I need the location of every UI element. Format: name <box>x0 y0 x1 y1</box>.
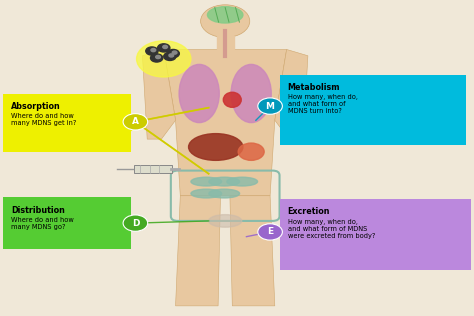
Text: Where do and how
many MDNS go?: Where do and how many MDNS go? <box>11 217 74 230</box>
Circle shape <box>123 215 148 231</box>
Text: A: A <box>132 117 139 126</box>
Text: Metabolism: Metabolism <box>288 83 340 92</box>
Ellipse shape <box>209 215 242 227</box>
FancyBboxPatch shape <box>3 197 131 249</box>
FancyBboxPatch shape <box>280 199 471 270</box>
FancyBboxPatch shape <box>3 94 131 152</box>
Circle shape <box>164 52 176 60</box>
Text: Distribution: Distribution <box>11 206 65 215</box>
Text: How many, when do,
and what form of
MDNS turn into?: How many, when do, and what form of MDNS… <box>288 94 357 114</box>
Text: How many, when do,
and what form of MDNS
were excreted from body?: How many, when do, and what form of MDNS… <box>288 219 375 239</box>
Ellipse shape <box>191 177 222 186</box>
Ellipse shape <box>238 143 264 160</box>
Circle shape <box>151 49 156 52</box>
Circle shape <box>156 55 160 58</box>
FancyBboxPatch shape <box>280 75 466 145</box>
Circle shape <box>172 51 177 54</box>
FancyBboxPatch shape <box>135 165 172 173</box>
Polygon shape <box>275 50 308 139</box>
Ellipse shape <box>137 41 191 77</box>
Ellipse shape <box>231 64 271 123</box>
Ellipse shape <box>208 7 243 23</box>
Circle shape <box>146 47 158 55</box>
Polygon shape <box>175 196 220 306</box>
Ellipse shape <box>189 134 243 160</box>
Ellipse shape <box>223 92 241 107</box>
Circle shape <box>157 44 170 52</box>
Polygon shape <box>128 214 142 233</box>
Circle shape <box>123 114 148 130</box>
Circle shape <box>167 50 179 58</box>
Text: Excretion: Excretion <box>288 207 330 216</box>
Ellipse shape <box>179 64 219 123</box>
Circle shape <box>258 98 283 114</box>
Polygon shape <box>128 112 142 134</box>
Polygon shape <box>164 50 287 196</box>
Polygon shape <box>230 196 275 306</box>
Circle shape <box>201 5 250 38</box>
Ellipse shape <box>209 189 239 198</box>
Circle shape <box>151 54 163 62</box>
Ellipse shape <box>227 177 257 186</box>
Circle shape <box>258 224 283 240</box>
Circle shape <box>169 54 173 57</box>
Text: Absorption: Absorption <box>11 102 61 111</box>
Ellipse shape <box>191 189 222 198</box>
Ellipse shape <box>209 177 239 186</box>
Circle shape <box>163 46 167 49</box>
Text: D: D <box>132 219 139 228</box>
Polygon shape <box>143 50 175 139</box>
Text: E: E <box>267 228 273 236</box>
FancyBboxPatch shape <box>217 36 234 50</box>
Text: Where do and how
many MDNS get in?: Where do and how many MDNS get in? <box>11 113 76 126</box>
Text: M: M <box>265 101 274 111</box>
